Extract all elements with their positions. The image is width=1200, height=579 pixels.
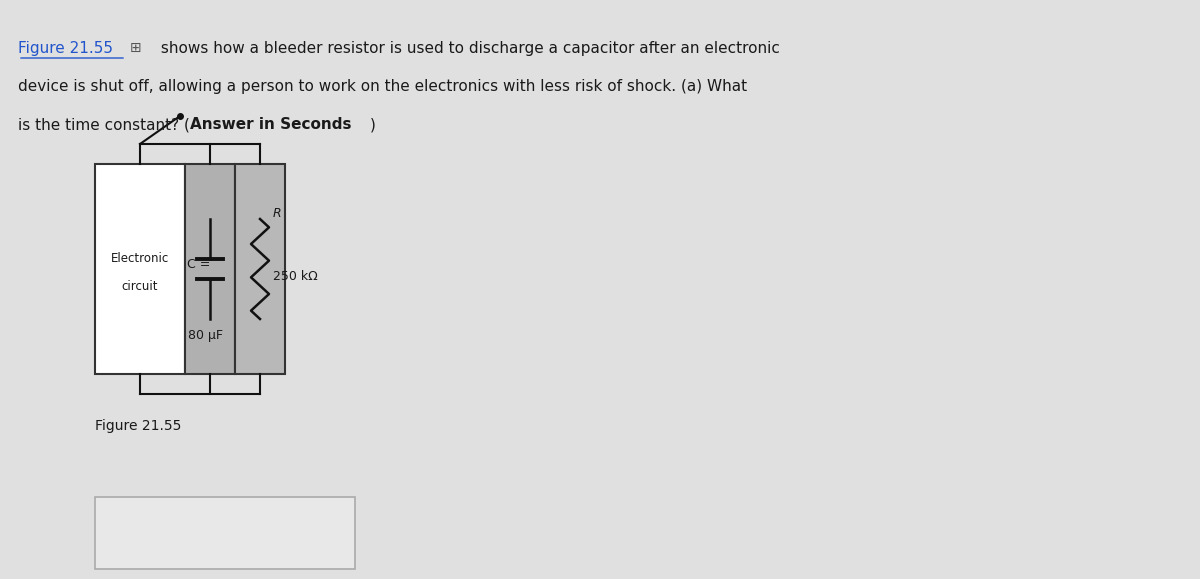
FancyBboxPatch shape [185, 164, 235, 374]
FancyBboxPatch shape [95, 164, 185, 374]
Text: is the time constant? (: is the time constant? ( [18, 117, 190, 132]
Text: Answer in Seconds: Answer in Seconds [190, 117, 352, 132]
Text: Figure 21.55: Figure 21.55 [18, 41, 113, 56]
Text: device is shut off, allowing a person to work on the electronics with less risk : device is shut off, allowing a person to… [18, 79, 748, 94]
Text: 80 μF: 80 μF [187, 329, 222, 342]
Text: R: R [274, 207, 282, 221]
Text: shows how a bleeder resistor is used to discharge a capacitor after an electroni: shows how a bleeder resistor is used to … [156, 41, 780, 56]
Text: ): ) [370, 117, 376, 132]
FancyBboxPatch shape [235, 164, 286, 374]
Text: 250 kΩ: 250 kΩ [274, 270, 318, 284]
Text: ⊞: ⊞ [130, 41, 142, 55]
Text: C =: C = [187, 258, 210, 270]
Text: Electronic: Electronic [110, 252, 169, 266]
Text: Figure 21.55: Figure 21.55 [95, 419, 181, 433]
FancyBboxPatch shape [95, 497, 355, 569]
Text: circuit: circuit [121, 280, 158, 294]
